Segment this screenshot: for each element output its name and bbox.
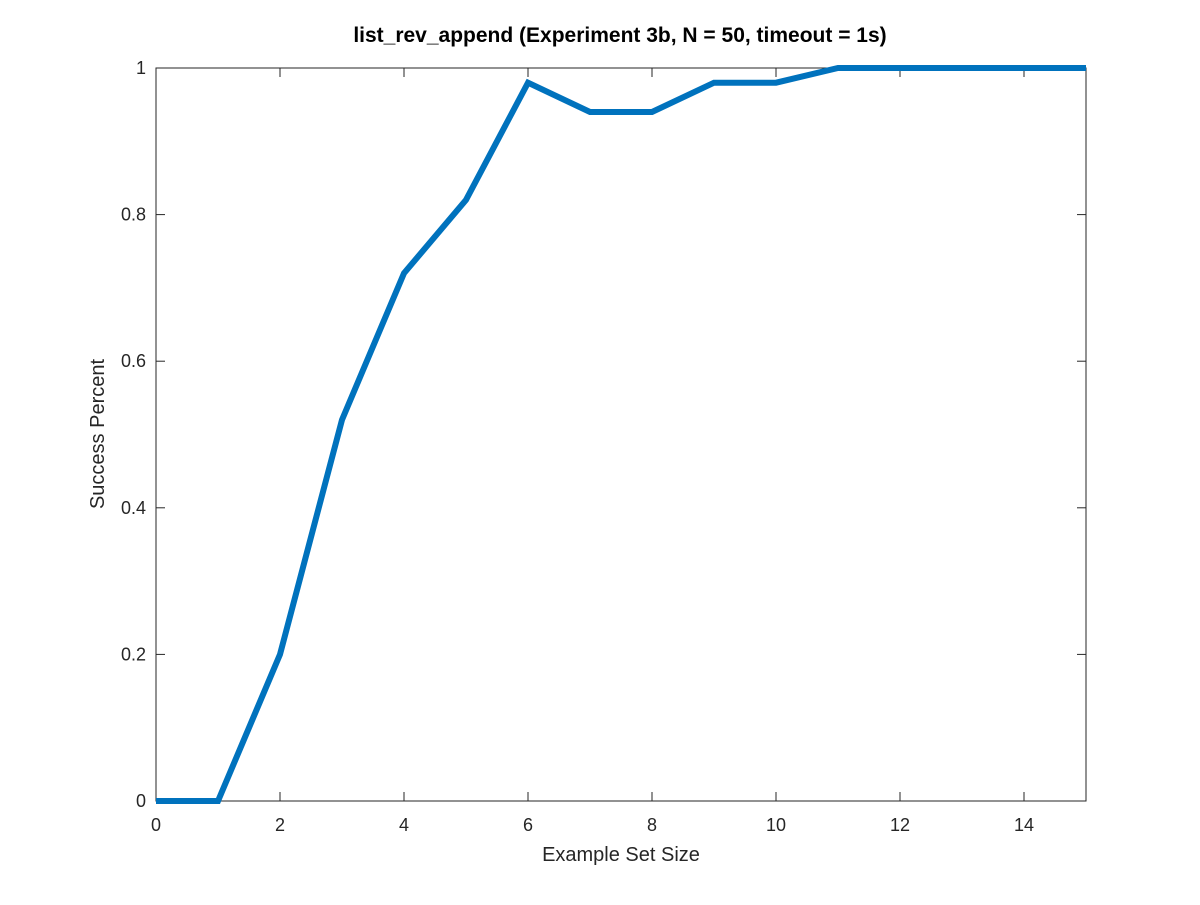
data-point — [776, 82, 777, 83]
x-tick-label: 0 — [151, 815, 161, 835]
data-point — [962, 68, 963, 69]
y-tick-label: 0.2 — [121, 644, 146, 664]
x-tick-label: 2 — [275, 815, 285, 835]
x-tick-label: 4 — [399, 815, 409, 835]
data-point — [1024, 68, 1025, 69]
data-point — [652, 111, 653, 112]
chart-title: list_rev_append (Experiment 3b, N = 50, … — [353, 24, 886, 47]
plot-area-frame — [155, 67, 1087, 802]
x-tick-label: 8 — [647, 815, 657, 835]
data-point — [218, 801, 219, 802]
y-tick-label: 1 — [136, 58, 146, 78]
y-tick-label: 0 — [136, 791, 146, 811]
data-point — [342, 419, 343, 420]
data-point — [156, 801, 157, 802]
x-axis-label: Example Set Size — [542, 844, 700, 866]
axis-ticks: 0 2 4 6 8 10 12 14 0 0.2 0.4 0.6 0.8 1 — [121, 58, 1086, 835]
data-point — [838, 68, 839, 69]
y-tick-label: 0.4 — [121, 498, 146, 518]
x-tick-label: 12 — [890, 815, 910, 835]
x-tick-label: 14 — [1014, 815, 1034, 835]
series-layer — [156, 65, 1087, 804]
data-point — [590, 111, 591, 112]
data-point — [466, 199, 467, 200]
x-tick-label: 10 — [766, 815, 786, 835]
y-tick-label: 0.6 — [121, 351, 146, 371]
data-point — [404, 273, 405, 274]
data-point — [714, 82, 715, 83]
data-point — [280, 654, 281, 655]
y-tick-label: 0.8 — [121, 205, 146, 225]
series-line — [156, 65, 1086, 804]
x-tick-label: 6 — [523, 815, 533, 835]
data-point — [900, 68, 901, 69]
data-point — [528, 82, 529, 83]
data-point — [1086, 68, 1087, 69]
y-axis-label: Success Percent — [87, 359, 109, 510]
